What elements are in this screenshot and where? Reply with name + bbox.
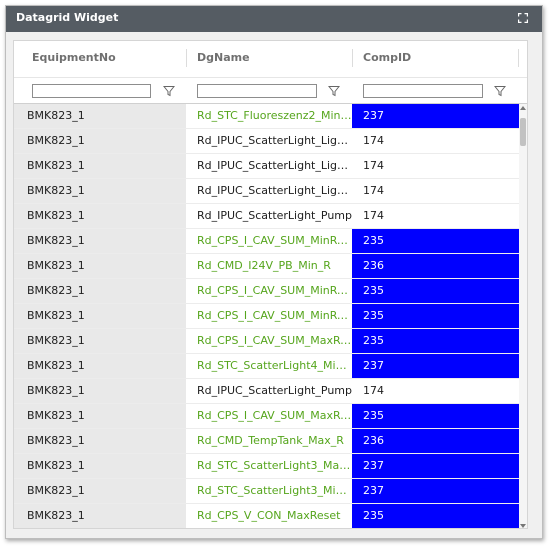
cell-dgname: Rd_STC_Fluoreszenz2_Min_R bbox=[186, 104, 352, 128]
cell-dgname: Rd_CPS_I_CAV_SUM_MinReset bbox=[186, 229, 352, 253]
cell-equipmentno: BMK823_1 bbox=[14, 404, 186, 428]
cell-equipmentno: BMK823_1 bbox=[14, 454, 186, 478]
filter-row bbox=[14, 78, 527, 104]
cell-dgname: Rd_STC_ScatterLight4_Min_R bbox=[186, 354, 352, 378]
column-header-equipmentno[interactable]: EquipmentNo bbox=[32, 51, 116, 64]
cell-compid: 174 bbox=[352, 154, 519, 178]
table-row[interactable]: BMK823_1 Rd_STC_ScatterLight3_Max_R 237 bbox=[14, 454, 519, 479]
table-row[interactable]: BMK823_1 Rd_CPS_I_CAV_SUM_MaxReset 235 bbox=[14, 404, 519, 429]
cell-dgname: Rd_STC_ScatterLight3_Max_R bbox=[186, 454, 352, 478]
table-row[interactable]: BMK823_1Rd_IPUC_ScatterLight_LightSource… bbox=[14, 129, 519, 154]
table-row[interactable]: BMK823_1Rd_IPUC_ScatterLight_LightSource… bbox=[14, 179, 519, 204]
cell-compid: 237 bbox=[352, 104, 519, 128]
cell-dgname: Rd_CPS_I_CAV_SUM_MinReset bbox=[186, 304, 352, 328]
scroll-up-icon[interactable] bbox=[520, 106, 526, 110]
cell-dgname: Rd_CMD_TempTank_Max_R bbox=[186, 429, 352, 453]
datagrid: EquipmentNo DgName CompID BMK823_1 Rd_STC… bbox=[13, 40, 528, 529]
grid-body: BMK823_1 Rd_STC_Fluoreszenz2_Min_R 237 BMK8… bbox=[14, 104, 519, 528]
table-row[interactable]: BMK823_1 Rd_CMD_I24V_PB_Min_R 236 bbox=[14, 254, 519, 279]
filter-input-compid[interactable] bbox=[363, 84, 483, 98]
cell-equipmentno: BMK823_1 bbox=[14, 229, 186, 253]
cell-equipmentno: BMK823_1 bbox=[14, 504, 186, 528]
cell-equipmentno: BMK823_1 bbox=[14, 129, 186, 153]
cell-equipmentno: BMK823_1 bbox=[14, 254, 186, 278]
cell-compid: 174 bbox=[352, 204, 519, 228]
cell-compid: 174 bbox=[352, 379, 519, 403]
filter-input-equipmentno[interactable] bbox=[32, 84, 151, 98]
cell-dgname: Rd_CPS_I_CAV_SUM_MaxReset bbox=[186, 404, 352, 428]
cell-equipmentno: BMK823_1 bbox=[14, 429, 186, 453]
filter-input-dgname[interactable] bbox=[197, 84, 317, 98]
cell-equipmentno: BMK823_1 bbox=[14, 379, 186, 403]
table-row[interactable]: BMK823_1 Rd_STC_ScatterLight3_Min_R 237 bbox=[14, 479, 519, 504]
cell-compid: 235 bbox=[352, 229, 519, 253]
cell-dgname: Rd_IPUC_ScatterLight_Pump bbox=[186, 379, 352, 403]
vertical-scrollbar[interactable] bbox=[519, 104, 527, 528]
cell-equipmentno: BMK823_1 bbox=[14, 304, 186, 328]
cell-equipmentno: BMK823_1 bbox=[14, 154, 186, 178]
filter-icon[interactable] bbox=[494, 85, 506, 97]
table-row[interactable]: BMK823_1 Rd_CPS_I_CAV_SUM_MinReset 235 bbox=[14, 229, 519, 254]
expand-icon[interactable] bbox=[518, 13, 528, 23]
table-row[interactable]: BMK823_1 Rd_CPS_V_CON_MaxReset 235 bbox=[14, 504, 519, 528]
cell-compid: 237 bbox=[352, 354, 519, 378]
datagrid-widget: Datagrid Widget EquipmentNo DgName CompI… bbox=[5, 5, 543, 539]
cell-compid: 235 bbox=[352, 304, 519, 328]
cell-dgname: Rd_IPUC_ScatterLight_LightSource bbox=[186, 154, 352, 178]
table-row[interactable]: BMK823_1Rd_IPUC_ScatterLight_LightSource… bbox=[14, 154, 519, 179]
cell-compid: 236 bbox=[352, 429, 519, 453]
table-row[interactable]: BMK823_1 Rd_CPS_I_CAV_SUM_MinReset 235 bbox=[14, 279, 519, 304]
column-resize-handle[interactable] bbox=[186, 49, 187, 67]
cell-equipmentno: BMK823_1 bbox=[14, 329, 186, 353]
cell-compid: 235 bbox=[352, 404, 519, 428]
cell-compid: 174 bbox=[352, 179, 519, 203]
column-resize-handle[interactable] bbox=[518, 49, 519, 67]
table-row[interactable]: BMK823_1 Rd_CMD_TempTank_Max_R 236 bbox=[14, 429, 519, 454]
column-header-compid[interactable]: CompID bbox=[363, 51, 412, 64]
cell-compid: 235 bbox=[352, 279, 519, 303]
cell-dgname: Rd_IPUC_ScatterLight_Pump bbox=[186, 204, 352, 228]
cell-dgname: Rd_CMD_I24V_PB_Min_R bbox=[186, 254, 352, 278]
cell-equipmentno: BMK823_1 bbox=[14, 104, 186, 128]
cell-compid: 236 bbox=[352, 254, 519, 278]
cell-equipmentno: BMK823_1 bbox=[14, 279, 186, 303]
table-row[interactable]: BMK823_1 Rd_STC_Fluoreszenz2_Min_R 237 bbox=[14, 104, 519, 129]
cell-equipmentno: BMK823_1 bbox=[14, 354, 186, 378]
cell-compid: 235 bbox=[352, 329, 519, 353]
scroll-down-icon[interactable] bbox=[520, 524, 526, 528]
table-row[interactable]: BMK823_1 Rd_CPS_I_CAV_SUM_MinReset 235 bbox=[14, 304, 519, 329]
cell-dgname: Rd_CPS_I_CAV_SUM_MinReset bbox=[186, 279, 352, 303]
cell-compid: 237 bbox=[352, 479, 519, 503]
cell-compid: 235 bbox=[352, 504, 519, 528]
scrollbar-thumb[interactable] bbox=[520, 118, 526, 146]
widget-title: Datagrid Widget bbox=[16, 11, 119, 24]
cell-dgname: Rd_CPS_V_CON_MaxReset bbox=[186, 504, 352, 528]
filter-icon[interactable] bbox=[163, 85, 175, 97]
filter-icon[interactable] bbox=[328, 85, 340, 97]
cell-equipmentno: BMK823_1 bbox=[14, 479, 186, 503]
table-row[interactable]: BMK823_1 Rd_CPS_I_CAV_SUM_MaxReset 235 bbox=[14, 329, 519, 354]
table-row[interactable]: BMK823_1 Rd_STC_ScatterLight4_Min_R 237 bbox=[14, 354, 519, 379]
widget-titlebar: Datagrid Widget bbox=[6, 6, 542, 32]
cell-equipmentno: BMK823_1 bbox=[14, 179, 186, 203]
table-row[interactable]: BMK823_1 Rd_IPUC_ScatterLight_Pump 174 bbox=[14, 379, 519, 404]
cell-dgname: Rd_IPUC_ScatterLight_LightSource bbox=[186, 179, 352, 203]
cell-dgname: Rd_STC_ScatterLight3_Min_R bbox=[186, 479, 352, 503]
column-resize-handle[interactable] bbox=[352, 49, 353, 67]
cell-compid: 237 bbox=[352, 454, 519, 478]
grid-header: EquipmentNo DgName CompID bbox=[14, 41, 527, 78]
cell-dgname: Rd_IPUC_ScatterLight_LightSource bbox=[186, 129, 352, 153]
cell-dgname: Rd_CPS_I_CAV_SUM_MaxReset bbox=[186, 329, 352, 353]
cell-compid: 174 bbox=[352, 129, 519, 153]
column-header-dgname[interactable]: DgName bbox=[197, 51, 250, 64]
table-row[interactable]: BMK823_1 Rd_IPUC_ScatterLight_Pump 174 bbox=[14, 204, 519, 229]
cell-equipmentno: BMK823_1 bbox=[14, 204, 186, 228]
